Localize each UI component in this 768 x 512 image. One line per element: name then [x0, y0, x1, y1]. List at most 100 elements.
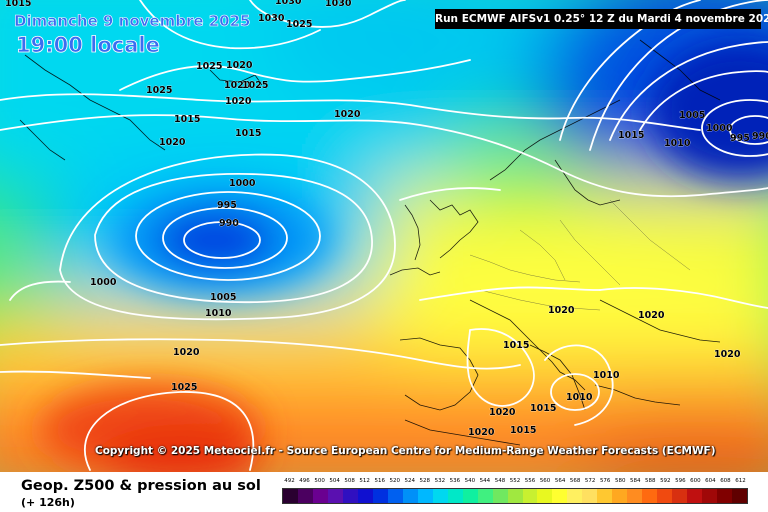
- legend-value: 584: [630, 478, 641, 484]
- color-legend: 492 496 500 504 508 512 516 520 524 528 532 536 540 5…: [282, 478, 748, 508]
- legend-swatch: [522, 489, 538, 503]
- borders: [469, 199, 691, 311]
- legend-value: 528: [419, 478, 431, 484]
- legend-value: 524: [404, 478, 416, 484]
- isobar-label: 1025: [286, 19, 312, 30]
- isobar-label: 990: [752, 131, 768, 142]
- legend-value: 608: [720, 478, 731, 484]
- legend-swatch: [612, 489, 628, 503]
- legend-value: 576: [599, 478, 611, 484]
- legend-swatch: [567, 489, 583, 503]
- legend-swatch: [417, 489, 433, 503]
- legend-swatch: [342, 489, 358, 503]
- legend-value: 544: [479, 478, 491, 484]
- isobar-label: 1005: [210, 292, 236, 303]
- isobar-label: 1020: [489, 407, 516, 418]
- model-run-info: Run ECMWF AIFSv1 0.25° 12 Z du Mardi 4 n…: [435, 9, 768, 29]
- isobar-label: 1025: [146, 85, 172, 96]
- isobar-label: 1005: [679, 110, 705, 121]
- isobar-label: 1010: [205, 308, 232, 319]
- chart-footer: Geop. Z500 & pression au sol (+ 126h) 49…: [0, 472, 768, 512]
- legend-swatch: [492, 489, 508, 503]
- legend-bar: [282, 488, 748, 504]
- isobar-label: 990: [219, 218, 239, 229]
- isobar-label: 1020: [334, 109, 361, 120]
- isobar-label: 1015: [503, 340, 529, 351]
- legend-value: 536: [449, 478, 461, 484]
- legend-value: 512: [359, 478, 370, 484]
- legend-value: 496: [299, 478, 310, 484]
- legend-swatch: [642, 489, 658, 503]
- legend-value: 612: [735, 478, 746, 484]
- isobar-label: 1015: [530, 403, 556, 414]
- isobar-label: 1020: [224, 80, 251, 91]
- legend-swatch: [297, 489, 313, 503]
- legend-value: 548: [494, 478, 506, 484]
- isobar-label: 1020: [173, 347, 200, 358]
- legend-value: 500: [314, 478, 325, 484]
- legend-swatch: [357, 489, 373, 503]
- isobar-label: 1025: [171, 382, 197, 393]
- isobar-label: 1010: [664, 138, 691, 149]
- forecast-date: Dimanche 9 novembre 2025: [14, 12, 251, 31]
- geopotential-field: [0, 0, 768, 472]
- legend-swatch: [312, 489, 328, 503]
- isobar-label: 1020: [225, 96, 252, 107]
- legend-value: 516: [374, 478, 385, 484]
- forecast-lead-time: (+ 126h): [21, 496, 75, 509]
- legend-swatch: [387, 489, 403, 503]
- legend-swatch: [447, 489, 463, 503]
- legend-value: 560: [539, 478, 551, 484]
- legend-value: 556: [524, 478, 536, 484]
- chart-title: Geop. Z500 & pression au sol: [21, 478, 261, 494]
- legend-value: 540: [464, 478, 476, 484]
- legend-swatch: [372, 489, 388, 503]
- forecast-time: 19:00 locale: [16, 33, 161, 58]
- legend-swatch: [283, 489, 298, 503]
- legend-swatch: [327, 489, 343, 503]
- legend-swatch: [507, 489, 523, 503]
- isobar-label: 1000: [90, 277, 117, 288]
- isobar-label: 1000: [706, 123, 733, 134]
- legend-value: 568: [569, 478, 581, 484]
- isobar-label: 1015: [5, 0, 31, 9]
- legend-swatch: [687, 489, 703, 503]
- legend-swatch: [702, 489, 718, 503]
- legend-value: 572: [584, 478, 596, 484]
- isobar-label: 1015: [510, 425, 536, 436]
- isobar-label: 995: [217, 200, 237, 211]
- legend-swatch: [552, 489, 568, 503]
- isobar-label: 1020: [714, 349, 741, 360]
- isobar-label: 1025: [242, 80, 268, 91]
- legend-value: 596: [675, 478, 686, 484]
- legend-value: 552: [509, 478, 521, 484]
- isobar-label: 1030: [258, 13, 285, 24]
- legend-swatch: [627, 489, 643, 503]
- legend-value: 520: [389, 478, 400, 484]
- isobar-label: 1020: [468, 427, 495, 438]
- legend-swatch: [462, 489, 478, 503]
- isobar-label: 1020: [226, 60, 253, 71]
- legend-value: 580: [614, 478, 626, 484]
- legend-swatch: [402, 489, 418, 503]
- legend-value: 532: [434, 478, 446, 484]
- isobar-label: 1000: [229, 178, 256, 189]
- copyright-notice: Copyright © 2025 Meteociel.fr - Source E…: [95, 445, 716, 457]
- legend-swatch: [432, 489, 448, 503]
- isobar-label: 1020: [159, 137, 186, 148]
- legend-swatch: [672, 489, 688, 503]
- isobar-label: 1015: [618, 130, 644, 141]
- isobar-labels: 1015 1030 1030 1030 1025 1020 1025 1020 …: [5, 0, 768, 438]
- isobar-label: 1015: [174, 114, 200, 125]
- legend-swatch: [732, 489, 748, 503]
- legend-value: 604: [705, 478, 716, 484]
- legend-value: 592: [660, 478, 671, 484]
- weather-map: 1015 1030 1030 1030 1025 1020 1025 1020 …: [0, 0, 768, 472]
- isobar-label: 1030: [275, 0, 302, 7]
- legend-swatch: [477, 489, 493, 503]
- isobar-label: 1020: [638, 310, 665, 321]
- isobar-label: 1010: [593, 370, 620, 381]
- legend-value: 600: [690, 478, 701, 484]
- legend-value: 492: [284, 478, 295, 484]
